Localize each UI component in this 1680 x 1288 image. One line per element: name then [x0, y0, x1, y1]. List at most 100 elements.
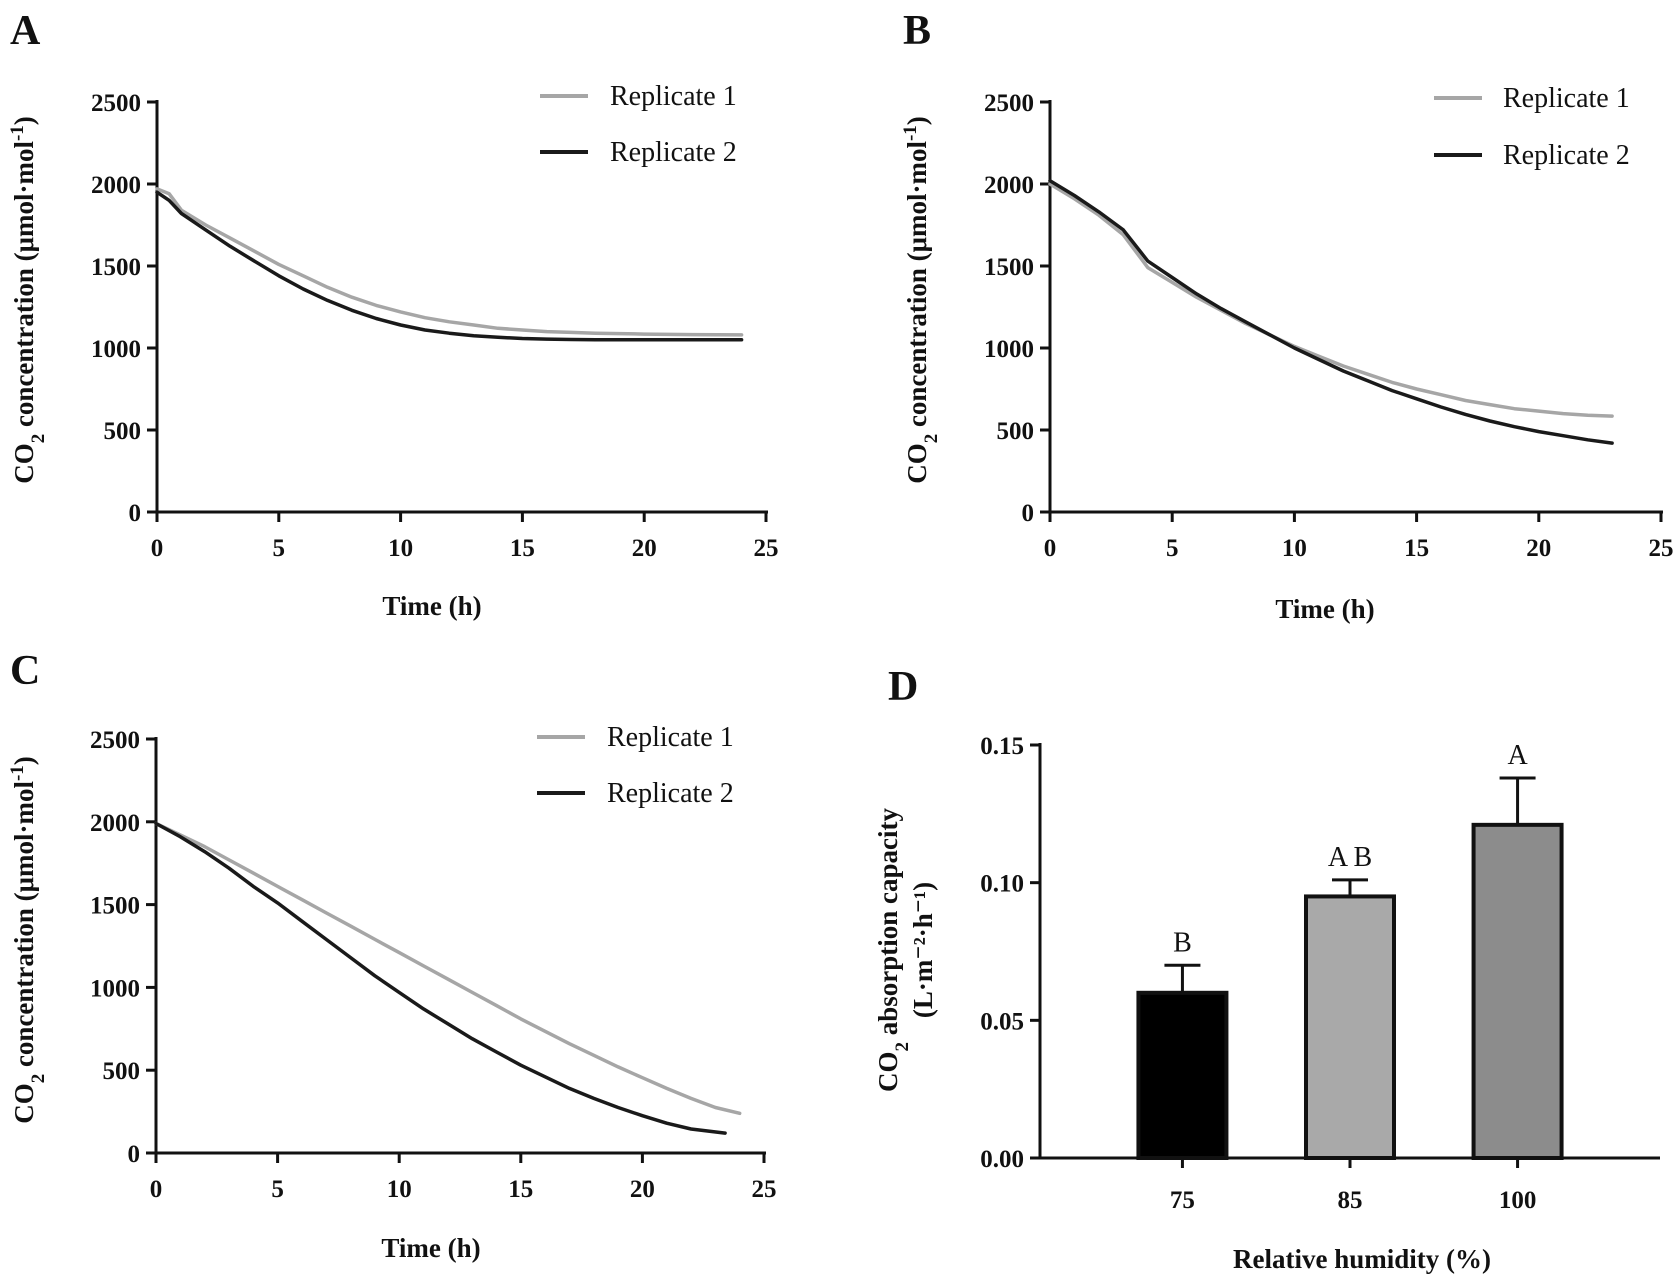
x-tick-label: 20 [632, 535, 657, 562]
x-tick-label: 25 [1649, 535, 1674, 562]
significance-letter-85: A B [1328, 842, 1372, 873]
y-tick-label: 1500 [90, 893, 140, 920]
y-tick-label: 500 [104, 418, 142, 445]
panel-d: D 0.00 0.05 0.10 0.15 75 85 100 B A B A Relative… [873, 664, 1660, 1274]
panel-b-y-axis-title: CO2 concentration (μmol·mol-1) [900, 116, 942, 484]
y-title-co: CO [9, 1083, 39, 1124]
x-tick-label: 5 [1166, 535, 1179, 562]
y-title-concentration: concentration (μmol·mol [902, 141, 932, 434]
x-tick-label: 0 [1044, 535, 1057, 562]
y-tick-label: 0.10 [980, 871, 1024, 898]
y-title-co: CO [902, 443, 932, 484]
panel-label-c: C [10, 648, 40, 694]
bar-100 [1471, 822, 1564, 1160]
y-title-close: ) [9, 116, 39, 125]
x-tick-label: 0 [151, 535, 164, 562]
x-tick-label: 15 [508, 1176, 533, 1203]
y-tick-label: 0 [129, 500, 142, 527]
panel-d-bars: B A B A [1136, 740, 1564, 1161]
panel-b: B 0 500 1000 1500 2000 2500 0 5 10 15 20 25 Time (h… [900, 8, 1674, 624]
panel-c-x-axis-title: Time (h) [381, 1233, 480, 1263]
y-tick-label: 1000 [90, 975, 140, 1002]
significance-letter-75: B [1173, 927, 1192, 958]
bar-85 [1304, 894, 1396, 1161]
y-tick-label: 500 [103, 1058, 141, 1085]
x-tick-label: 20 [1526, 535, 1551, 562]
panel-b-x-axis-title: Time (h) [1275, 594, 1374, 624]
legend-label-replicate-2: Replicate 2 [607, 778, 734, 809]
panel-d-y-axis-title-line-2: (L·m⁻²·h⁻¹) [908, 882, 938, 1018]
legend-label-replicate-1: Replicate 1 [1503, 83, 1630, 114]
y-tick-label: 1500 [91, 254, 141, 281]
panel-d-y-axis-title-line-1: CO2 absorption capacity [873, 807, 913, 1092]
x-tick-label: 20 [630, 1176, 655, 1203]
y-tick-label: 2000 [90, 810, 140, 837]
x-tick-label: 25 [752, 1176, 777, 1203]
x-tick-label: 10 [387, 1176, 412, 1203]
y-title-subscript: 2 [28, 1074, 49, 1084]
y-tick-label: 2500 [90, 727, 140, 754]
x-tick-label: 0 [150, 1176, 163, 1203]
series-line-replicate-2 [1048, 178, 1614, 445]
panel-label-d: D [888, 664, 918, 710]
x-tick-label: 5 [271, 1176, 284, 1203]
y-title-subscript: 2 [28, 434, 49, 444]
y-title-co: CO [873, 1052, 903, 1093]
y-tick-label: 2000 [984, 172, 1034, 199]
legend-label-replicate-1: Replicate 1 [607, 722, 734, 753]
bar-75 [1136, 990, 1229, 1160]
x-tick-label: 25 [754, 535, 779, 562]
x-tick-label-100: 100 [1499, 1187, 1537, 1214]
y-title-superscript: -1 [7, 765, 28, 781]
y-tick-label: 1000 [984, 336, 1034, 363]
panel-c: C 0 500 1000 1500 2000 2500 0 5 10 15 20 25 Time (h… [7, 648, 777, 1263]
y-title-superscript: -1 [7, 125, 28, 141]
panel-label-b: B [903, 8, 931, 54]
panel-b-axes: 0 500 1000 1500 2000 2500 0 5 10 15 20 25 [984, 90, 1674, 562]
x-tick-label-85: 85 [1338, 1187, 1363, 1214]
legend-label-replicate-1: Replicate 1 [610, 81, 737, 112]
panel-label-a: A [10, 8, 41, 54]
series-line-replicate-2 [155, 190, 744, 342]
x-tick-label: 15 [1404, 535, 1429, 562]
panel-b-legend: Replicate 1 Replicate 2 [1434, 83, 1630, 171]
y-title-subscript: 2 [892, 1042, 913, 1052]
y-title-close: ) [9, 756, 39, 765]
series-line-replicate-2 [154, 821, 727, 1135]
y-tick-label: 0 [1022, 500, 1035, 527]
y-tick-label: 0.15 [980, 733, 1024, 760]
series-line-replicate-1 [1048, 182, 1614, 418]
x-tick-label: 15 [510, 535, 535, 562]
significance-letter-100: A [1507, 740, 1528, 771]
y-title-superscript: -1 [900, 125, 921, 141]
y-tick-label: 1500 [984, 254, 1034, 281]
panel-c-legend: Replicate 1 Replicate 2 [537, 722, 734, 809]
y-title-close: ) [902, 116, 932, 125]
y-tick-label: 2500 [984, 90, 1034, 117]
panel-a-x-axis-title: Time (h) [382, 591, 481, 621]
y-tick-label: 1000 [91, 336, 141, 363]
y-title-concentration: concentration (μmol·mol [9, 781, 39, 1074]
y-tick-label: 0.05 [980, 1008, 1024, 1035]
series-line-replicate-1 [155, 187, 744, 337]
y-tick-label: 0 [128, 1141, 141, 1168]
legend-label-replicate-2: Replicate 2 [610, 137, 737, 168]
y-tick-label: 2500 [91, 90, 141, 117]
x-tick-label: 10 [388, 535, 413, 562]
panel-d-x-axis-title: Relative humidity (%) [1233, 1244, 1491, 1274]
y-title-subscript: 2 [921, 434, 942, 444]
y-tick-label: 0.00 [980, 1146, 1024, 1173]
x-tick-label-75: 75 [1170, 1187, 1195, 1214]
y-title-absorption: absorption capacity [873, 807, 903, 1042]
panel-a: A 0 500 1000 1500 2000 2500 0 5 10 15 20 25 Time (h… [7, 8, 779, 621]
panel-a-axes: 0 500 1000 1500 2000 2500 0 5 10 15 20 25 [91, 90, 779, 562]
y-tick-label: 2000 [91, 172, 141, 199]
y-title-concentration: concentration (μmol·mol [9, 141, 39, 434]
x-tick-label: 10 [1282, 535, 1307, 562]
series-line-replicate-1 [154, 821, 742, 1116]
x-tick-label: 5 [273, 535, 286, 562]
legend-label-replicate-2: Replicate 2 [1503, 140, 1630, 171]
panel-c-axes: 0 500 1000 1500 2000 2500 0 5 10 15 20 25 [90, 727, 777, 1203]
